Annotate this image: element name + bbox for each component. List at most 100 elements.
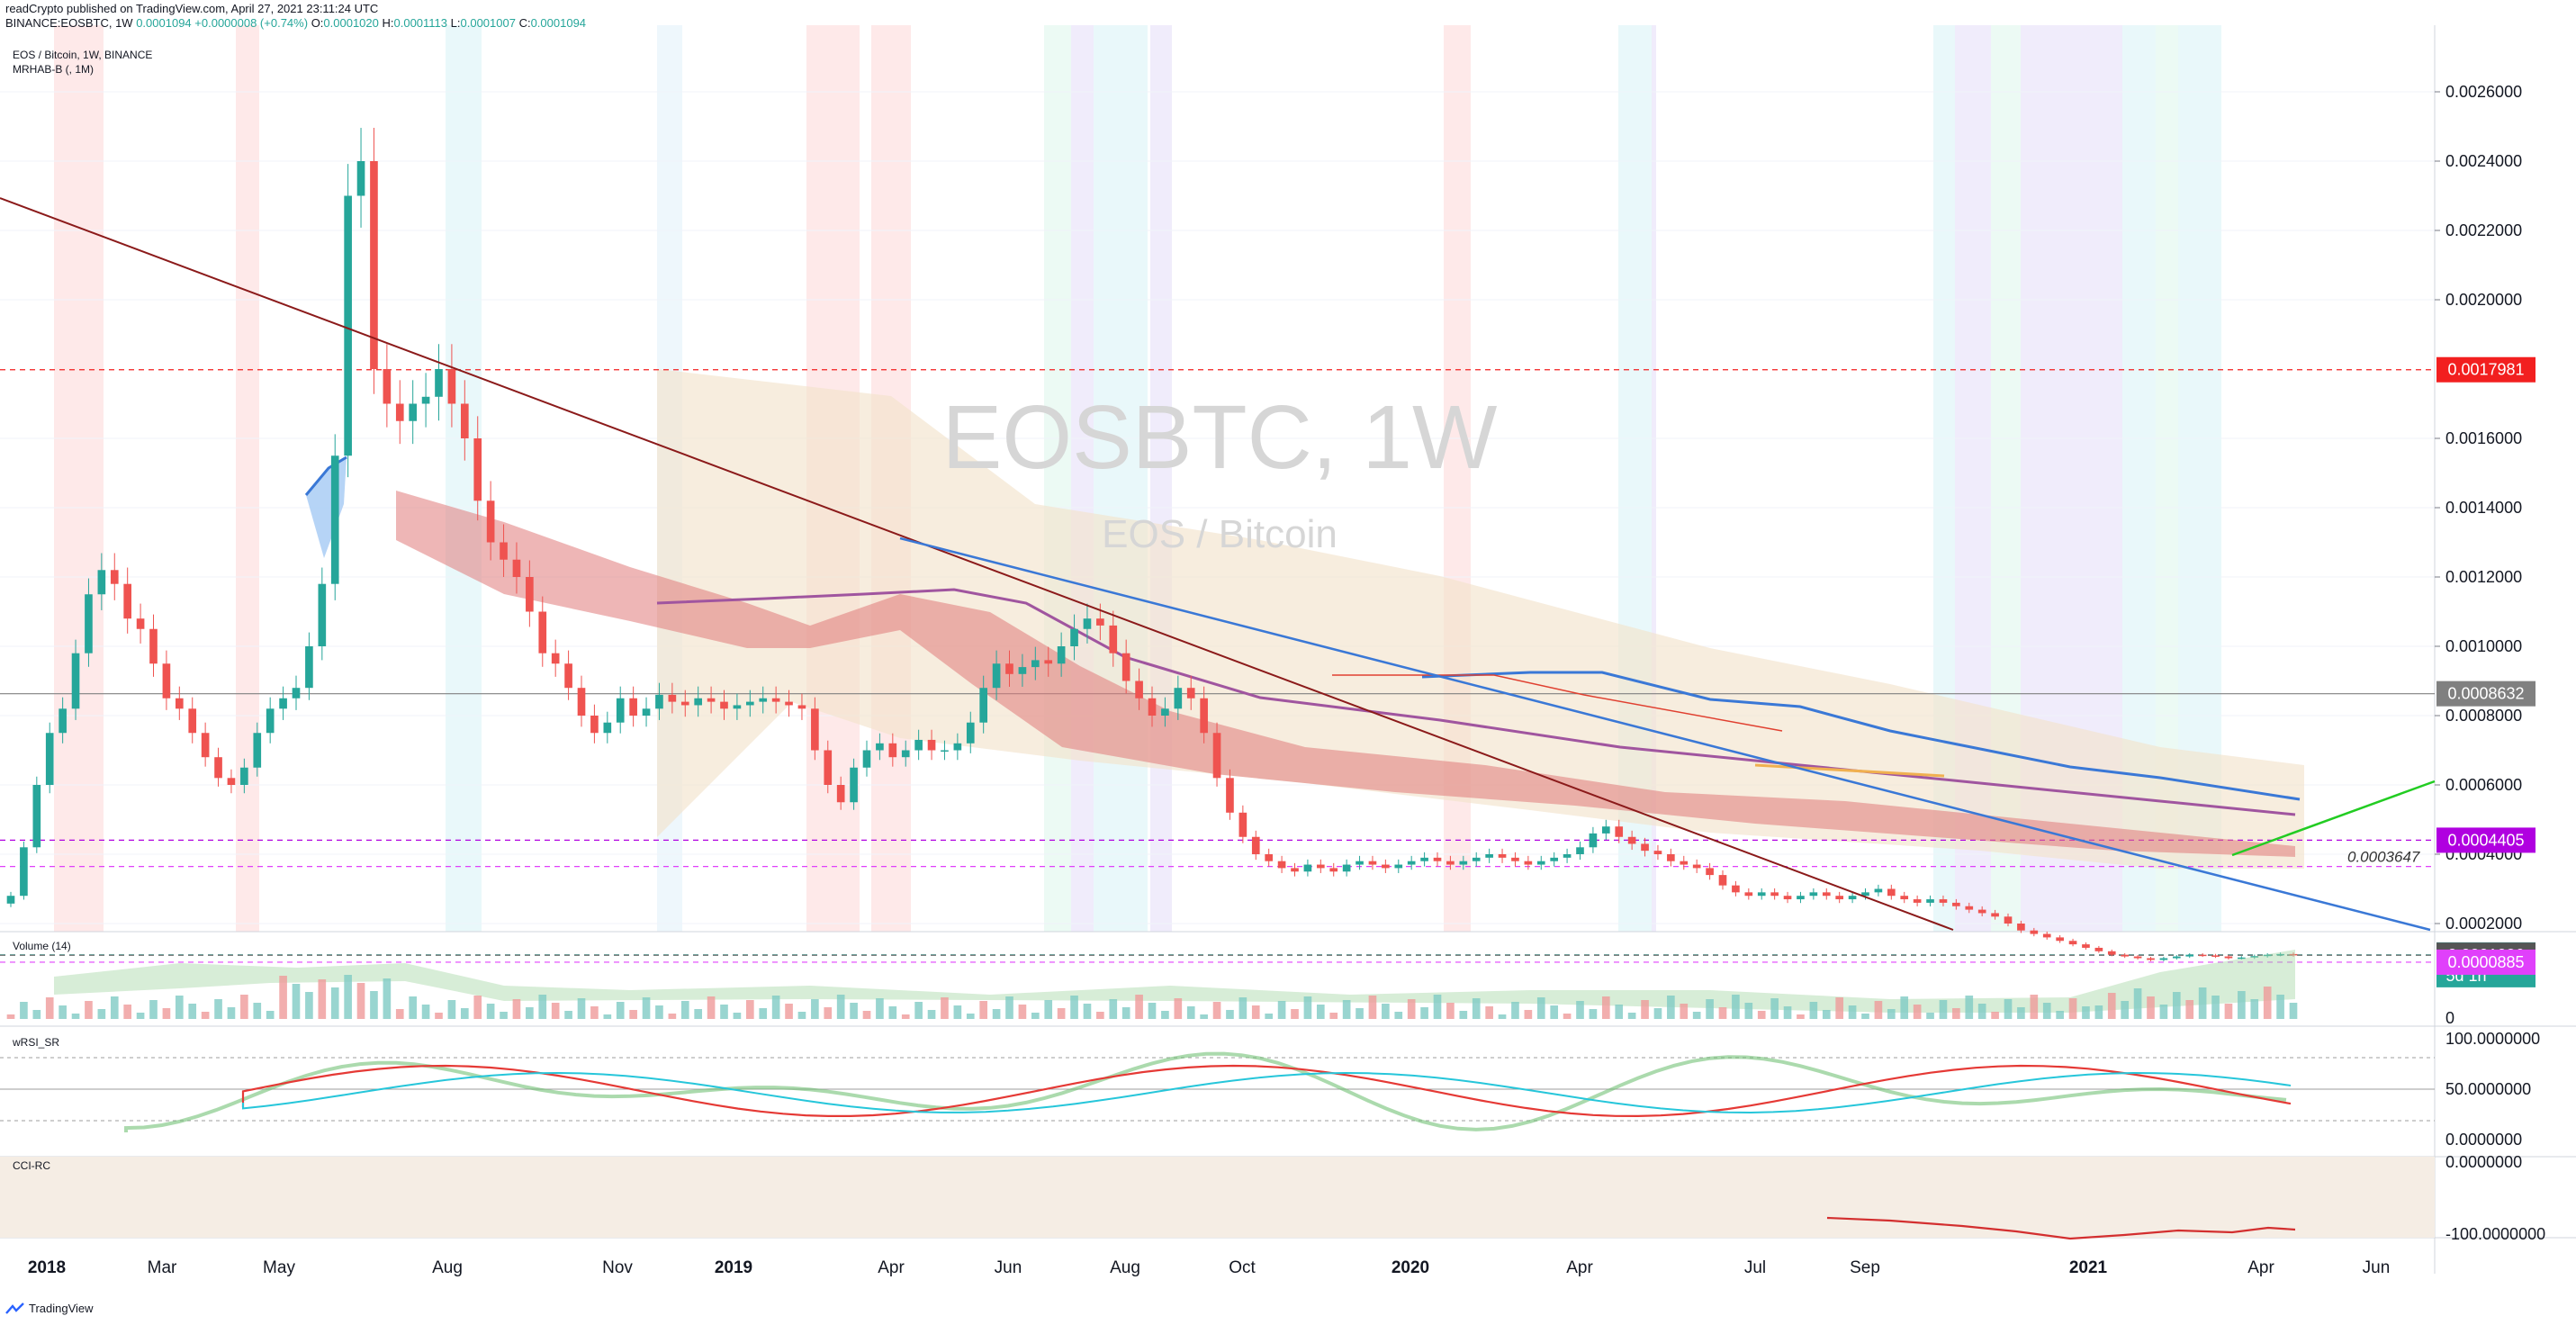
footer-brand[interactable]: TradingView bbox=[5, 1302, 94, 1315]
volume-bar bbox=[500, 1012, 508, 1019]
candle-body bbox=[771, 698, 780, 702]
price-label-tag bbox=[2436, 949, 2535, 975]
volume-bar bbox=[1809, 1002, 1818, 1019]
volume-bar bbox=[2004, 999, 2013, 1019]
volume-bar bbox=[188, 1004, 197, 1019]
volume-bar bbox=[992, 1009, 1001, 1019]
candle-body bbox=[123, 583, 132, 619]
candle-body bbox=[214, 757, 222, 779]
volume-bar bbox=[564, 1011, 572, 1019]
indicator-legend[interactable]: MRHAB-B (, 1M) bbox=[13, 63, 94, 76]
price-axis[interactable]: 0.0026000 0.0024000 0.0022000 0.0020000 0.00… bbox=[2435, 83, 2545, 1243]
volume-bar bbox=[1342, 1000, 1351, 1019]
volume-bar bbox=[603, 1014, 612, 1019]
candle-body bbox=[85, 594, 93, 653]
volume-bar bbox=[785, 1004, 793, 1019]
candle-body bbox=[1627, 836, 1636, 844]
ohlc-header: BINANCE:EOSBTC, 1W 0.0001094 +0.0000008 … bbox=[5, 16, 586, 31]
candle-body bbox=[2068, 941, 2077, 945]
time-axis[interactable]: 2018 Mar May Aug Nov 2019 Apr Jun Aug Oct 2020 Apr J… bbox=[28, 1258, 2390, 1277]
candle-body bbox=[1083, 618, 1092, 629]
volume-bar bbox=[473, 996, 482, 1019]
volume-bar bbox=[460, 1008, 469, 1019]
volume-bar bbox=[1511, 1002, 1519, 1019]
volume-bar bbox=[1121, 1007, 1130, 1019]
time-tick-label: Apr bbox=[878, 1258, 905, 1277]
volume-bar bbox=[2121, 1001, 2130, 1019]
candle-body bbox=[2147, 958, 2155, 960]
volume-bar bbox=[201, 1012, 210, 1019]
volume-bar bbox=[2263, 987, 2272, 1019]
symbol-label[interactable]: BINANCE:EOSBTC, 1W bbox=[5, 16, 133, 30]
volume-bar bbox=[1135, 995, 1143, 1019]
volume-bar bbox=[2172, 992, 2181, 1019]
candle-body bbox=[668, 694, 677, 702]
candle-body bbox=[992, 663, 1001, 689]
candle-body bbox=[979, 688, 988, 723]
low-value: 0.0001007 bbox=[460, 16, 516, 30]
candle-body bbox=[2133, 956, 2142, 959]
volume-bar bbox=[1692, 1012, 1701, 1019]
watermark: EOSBTC, 1W EOS / Bitcoin bbox=[942, 387, 1498, 556]
candle-body bbox=[901, 750, 910, 758]
candle-body bbox=[680, 701, 689, 706]
volume-bar bbox=[1083, 1004, 1092, 1019]
pane-titles: Volume (14) wRSI_SR CCI-RC bbox=[12, 940, 71, 1172]
low-label: L: bbox=[450, 16, 461, 30]
candle-body bbox=[1692, 864, 1701, 869]
trendlines[interactable] bbox=[0, 197, 2436, 932]
candle-body bbox=[1070, 628, 1078, 646]
candle-body bbox=[1472, 857, 1481, 861]
volume-bar bbox=[110, 996, 119, 1019]
price-tick-label: 0.0012000 bbox=[2445, 568, 2522, 586]
main-series-legend[interactable]: EOS / Bitcoin, 1W, BINANCE bbox=[13, 49, 153, 61]
cci-tick-label: -100.0000000 bbox=[2445, 1225, 2545, 1243]
candle-body bbox=[1148, 698, 1157, 716]
volume-bar bbox=[305, 992, 313, 1019]
candle-body bbox=[1783, 896, 1792, 900]
volume-bar bbox=[1485, 1006, 1493, 1019]
candle-body bbox=[733, 705, 742, 709]
candle-body bbox=[1433, 857, 1442, 861]
cci-pane-background bbox=[0, 1157, 2435, 1238]
candle-body bbox=[1329, 868, 1338, 872]
volume-bar bbox=[2238, 991, 2246, 1019]
candle-body bbox=[1251, 836, 1260, 854]
volume-bar bbox=[2211, 996, 2220, 1019]
orange-segment bbox=[1754, 763, 1945, 778]
ascending-trendline-green bbox=[2231, 780, 2436, 857]
candle-body bbox=[2121, 954, 2130, 957]
volume-bar bbox=[20, 1002, 28, 1019]
volume-bar bbox=[1356, 1008, 1364, 1019]
volume-bar bbox=[1394, 1012, 1403, 1019]
volume-bar bbox=[979, 1001, 988, 1019]
volume-bar bbox=[1615, 1005, 1624, 1019]
candle-body bbox=[1265, 854, 1274, 861]
volume-bar bbox=[811, 999, 819, 1019]
volume-bar bbox=[2198, 987, 2207, 1019]
volume-bar bbox=[1057, 1008, 1066, 1019]
volume-bar bbox=[1718, 1007, 1727, 1019]
volume-bar bbox=[759, 1008, 768, 1019]
volume-bar bbox=[253, 1003, 262, 1019]
volume-bar bbox=[6, 1014, 15, 1019]
candle-body bbox=[1368, 861, 1377, 865]
volume-bar bbox=[1005, 996, 1013, 1019]
volume-bar bbox=[1550, 1005, 1559, 1019]
volume-bar bbox=[1070, 996, 1078, 1019]
candle-body bbox=[1822, 892, 1831, 897]
candle-body bbox=[1200, 698, 1208, 734]
candlestick-series bbox=[6, 128, 2298, 961]
candle-body bbox=[136, 618, 145, 629]
time-tick-label: Oct bbox=[1229, 1258, 1256, 1277]
volume-bar bbox=[2133, 988, 2142, 1019]
high-label: H: bbox=[382, 16, 394, 30]
volume-bar bbox=[1018, 1005, 1027, 1019]
open-label: O: bbox=[311, 16, 324, 30]
candle-body bbox=[811, 708, 819, 751]
candle-body bbox=[1096, 618, 1104, 626]
volume-bar bbox=[966, 1014, 975, 1019]
candle-body bbox=[2004, 916, 2013, 924]
volume-bar bbox=[1291, 1009, 1299, 1019]
